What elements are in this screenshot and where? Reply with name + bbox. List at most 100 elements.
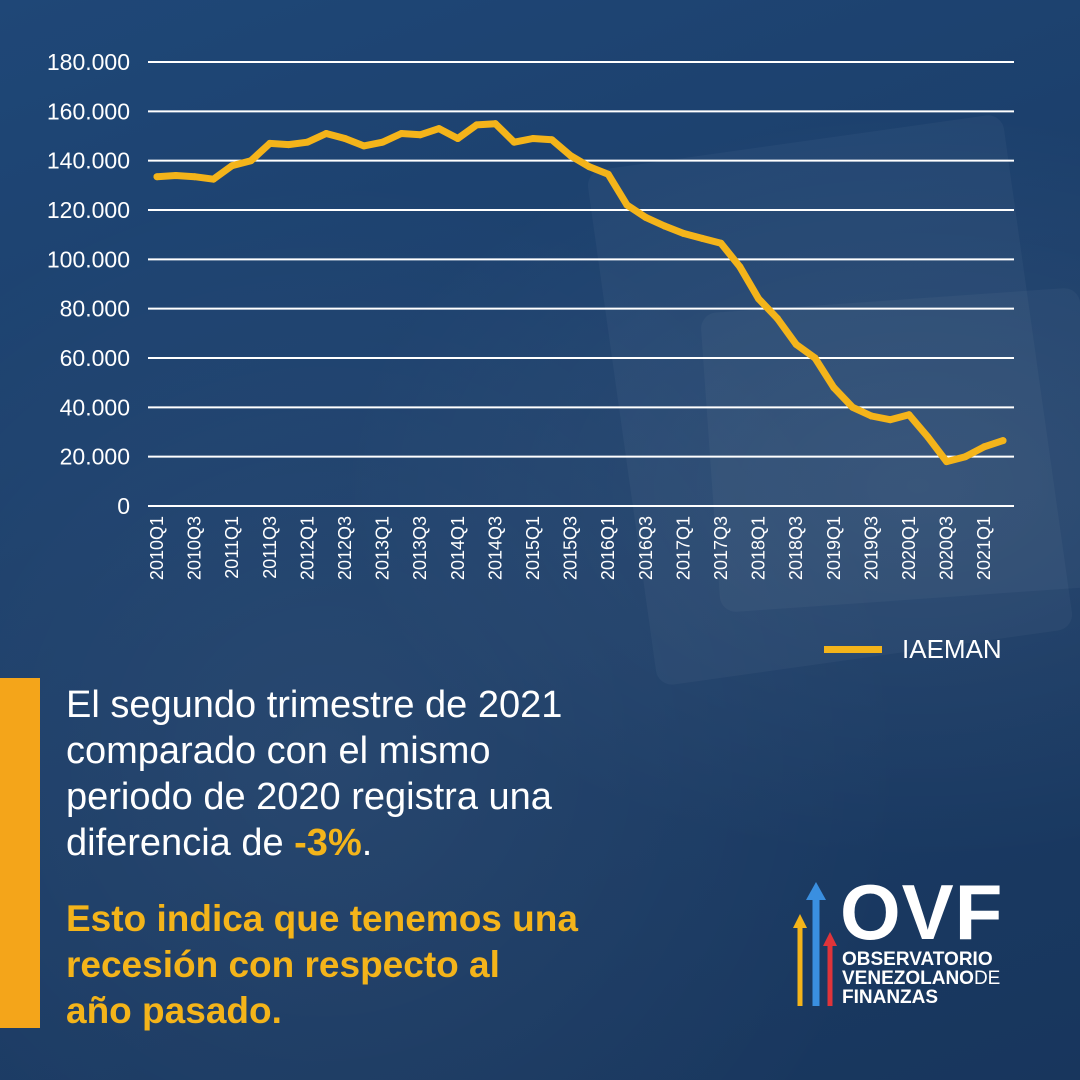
- data-point: [322, 130, 330, 138]
- x-tick-label: 2012Q1: [297, 516, 317, 580]
- y-tick-label: 120.000: [47, 197, 130, 223]
- legend-swatch: [824, 646, 882, 653]
- x-tick-label: 2018Q3: [786, 516, 806, 580]
- x-tick-label: 2012Q3: [335, 516, 355, 580]
- data-point: [285, 141, 293, 149]
- x-tick-label: 2017Q1: [673, 516, 693, 580]
- x-tick-label: 2013Q1: [373, 516, 393, 580]
- y-tick-label: 80.000: [60, 296, 130, 322]
- logo-arrows-icon: [793, 882, 837, 1006]
- data-point: [172, 171, 180, 179]
- data-point: [191, 173, 199, 181]
- data-point: [811, 354, 819, 362]
- x-tick-label: 2017Q3: [711, 516, 731, 580]
- summary-text: El segundo trimestre de 2021 comparado c…: [66, 682, 626, 866]
- data-point: [153, 173, 161, 181]
- y-tick-label: 60.000: [60, 345, 130, 371]
- data-point: [360, 142, 368, 150]
- data-point: [886, 416, 894, 424]
- x-tick-label: 2015Q3: [561, 516, 581, 580]
- x-tick-label: 2013Q3: [410, 516, 430, 580]
- data-point: [473, 121, 481, 129]
- summary-line-4-prefix: diferencia de: [66, 822, 295, 864]
- line-chart: 0 20.000 40.000 60.000 80.000 100.000 120.000 1…: [47, 49, 1014, 580]
- data-point: [435, 125, 443, 133]
- summary-line-4-suffix: .: [361, 822, 373, 864]
- data-point: [623, 201, 631, 209]
- data-point: [980, 443, 988, 451]
- data-point: [661, 222, 669, 230]
- data-point: [792, 340, 800, 348]
- data-point: [266, 139, 274, 147]
- data-point: [397, 130, 405, 138]
- data-point: [924, 433, 932, 441]
- y-tick-label: 180.000: [47, 49, 130, 75]
- x-tick-label: 2018Q1: [749, 516, 769, 580]
- x-tick-label: 2014Q1: [448, 516, 468, 580]
- accent-bar: [0, 678, 40, 1028]
- data-point: [642, 213, 650, 221]
- data-point: [379, 138, 387, 146]
- data-point: [416, 131, 424, 139]
- summary-line-1: El segundo trimestre de 2021: [66, 684, 563, 726]
- data-point: [717, 239, 725, 247]
- data-point: [548, 136, 556, 144]
- data-point: [341, 134, 349, 142]
- y-tick-label: 100.000: [47, 246, 130, 272]
- data-point: [510, 138, 518, 146]
- conclusion-line-1: Esto indica que tenemos una: [66, 898, 578, 939]
- y-tick-label: 40.000: [60, 394, 130, 420]
- data-point: [247, 157, 255, 165]
- data-point: [905, 411, 913, 419]
- y-tick-label: 140.000: [47, 148, 130, 174]
- x-tick-label: 2020Q3: [937, 516, 957, 580]
- legend-label: IAEMAN: [902, 634, 1002, 664]
- percent-change-value: -3%: [294, 822, 362, 864]
- x-tick-label: 2011Q1: [222, 516, 242, 579]
- data-point: [961, 453, 969, 461]
- data-point: [228, 162, 236, 170]
- x-tick-label: 2015Q1: [523, 516, 543, 580]
- x-tick-label: 2019Q3: [861, 516, 881, 580]
- summary-line-3: periodo de 2020 registra una: [66, 776, 552, 818]
- summary-line-2: comparado con el mismo: [66, 730, 491, 772]
- data-point: [454, 134, 462, 142]
- x-tick-label: 2016Q1: [598, 516, 618, 580]
- data-point: [303, 138, 311, 146]
- x-tick-label: 2010Q3: [185, 516, 205, 580]
- x-tick-label: 2010Q1: [147, 516, 167, 580]
- data-point: [943, 458, 951, 466]
- ovf-logo: OVF OBSERVATORIO VENEZOLANODE FINANZAS: [790, 873, 1030, 1008]
- conclusion-line-2: recesión con respecto al: [66, 944, 500, 985]
- y-tick-label: 0: [117, 493, 130, 519]
- logo-line-2: VENEZOLANODE: [842, 969, 1000, 988]
- data-point: [585, 163, 593, 171]
- y-tick-label: 20.000: [60, 444, 130, 470]
- logo-line-2-bold: VENEZOLANO: [842, 968, 974, 989]
- chart-legend: IAEMAN: [824, 634, 1002, 665]
- data-point: [491, 120, 499, 128]
- x-tick-label: 2021Q1: [974, 516, 994, 580]
- summary-line-4: diferencia de -3%.: [66, 820, 626, 866]
- x-tick-label: 2011Q3: [260, 516, 280, 579]
- data-point: [830, 384, 838, 392]
- logo-line-2-thin: DE: [973, 968, 1001, 989]
- data-point: [773, 315, 781, 323]
- x-tick-label: 2016Q3: [636, 516, 656, 580]
- logo-line-3: FINANZAS: [842, 987, 939, 1008]
- x-tick-label: 2020Q1: [899, 516, 919, 580]
- data-point: [999, 437, 1007, 445]
- conclusion-line-3: año pasado.: [66, 990, 282, 1031]
- data-point: [679, 229, 687, 237]
- data-point: [604, 170, 612, 178]
- conclusion-text: Esto indica que tenemos una recesión con…: [66, 896, 626, 1034]
- y-tick-label: 160.000: [47, 98, 130, 124]
- series-line: [153, 120, 1007, 466]
- logo-line-1: OBSERVATORIO: [842, 949, 993, 970]
- x-tick-label: 2019Q1: [824, 516, 844, 580]
- data-point: [849, 403, 857, 411]
- data-point: [698, 234, 706, 242]
- data-point: [567, 152, 575, 160]
- data-point: [209, 175, 217, 183]
